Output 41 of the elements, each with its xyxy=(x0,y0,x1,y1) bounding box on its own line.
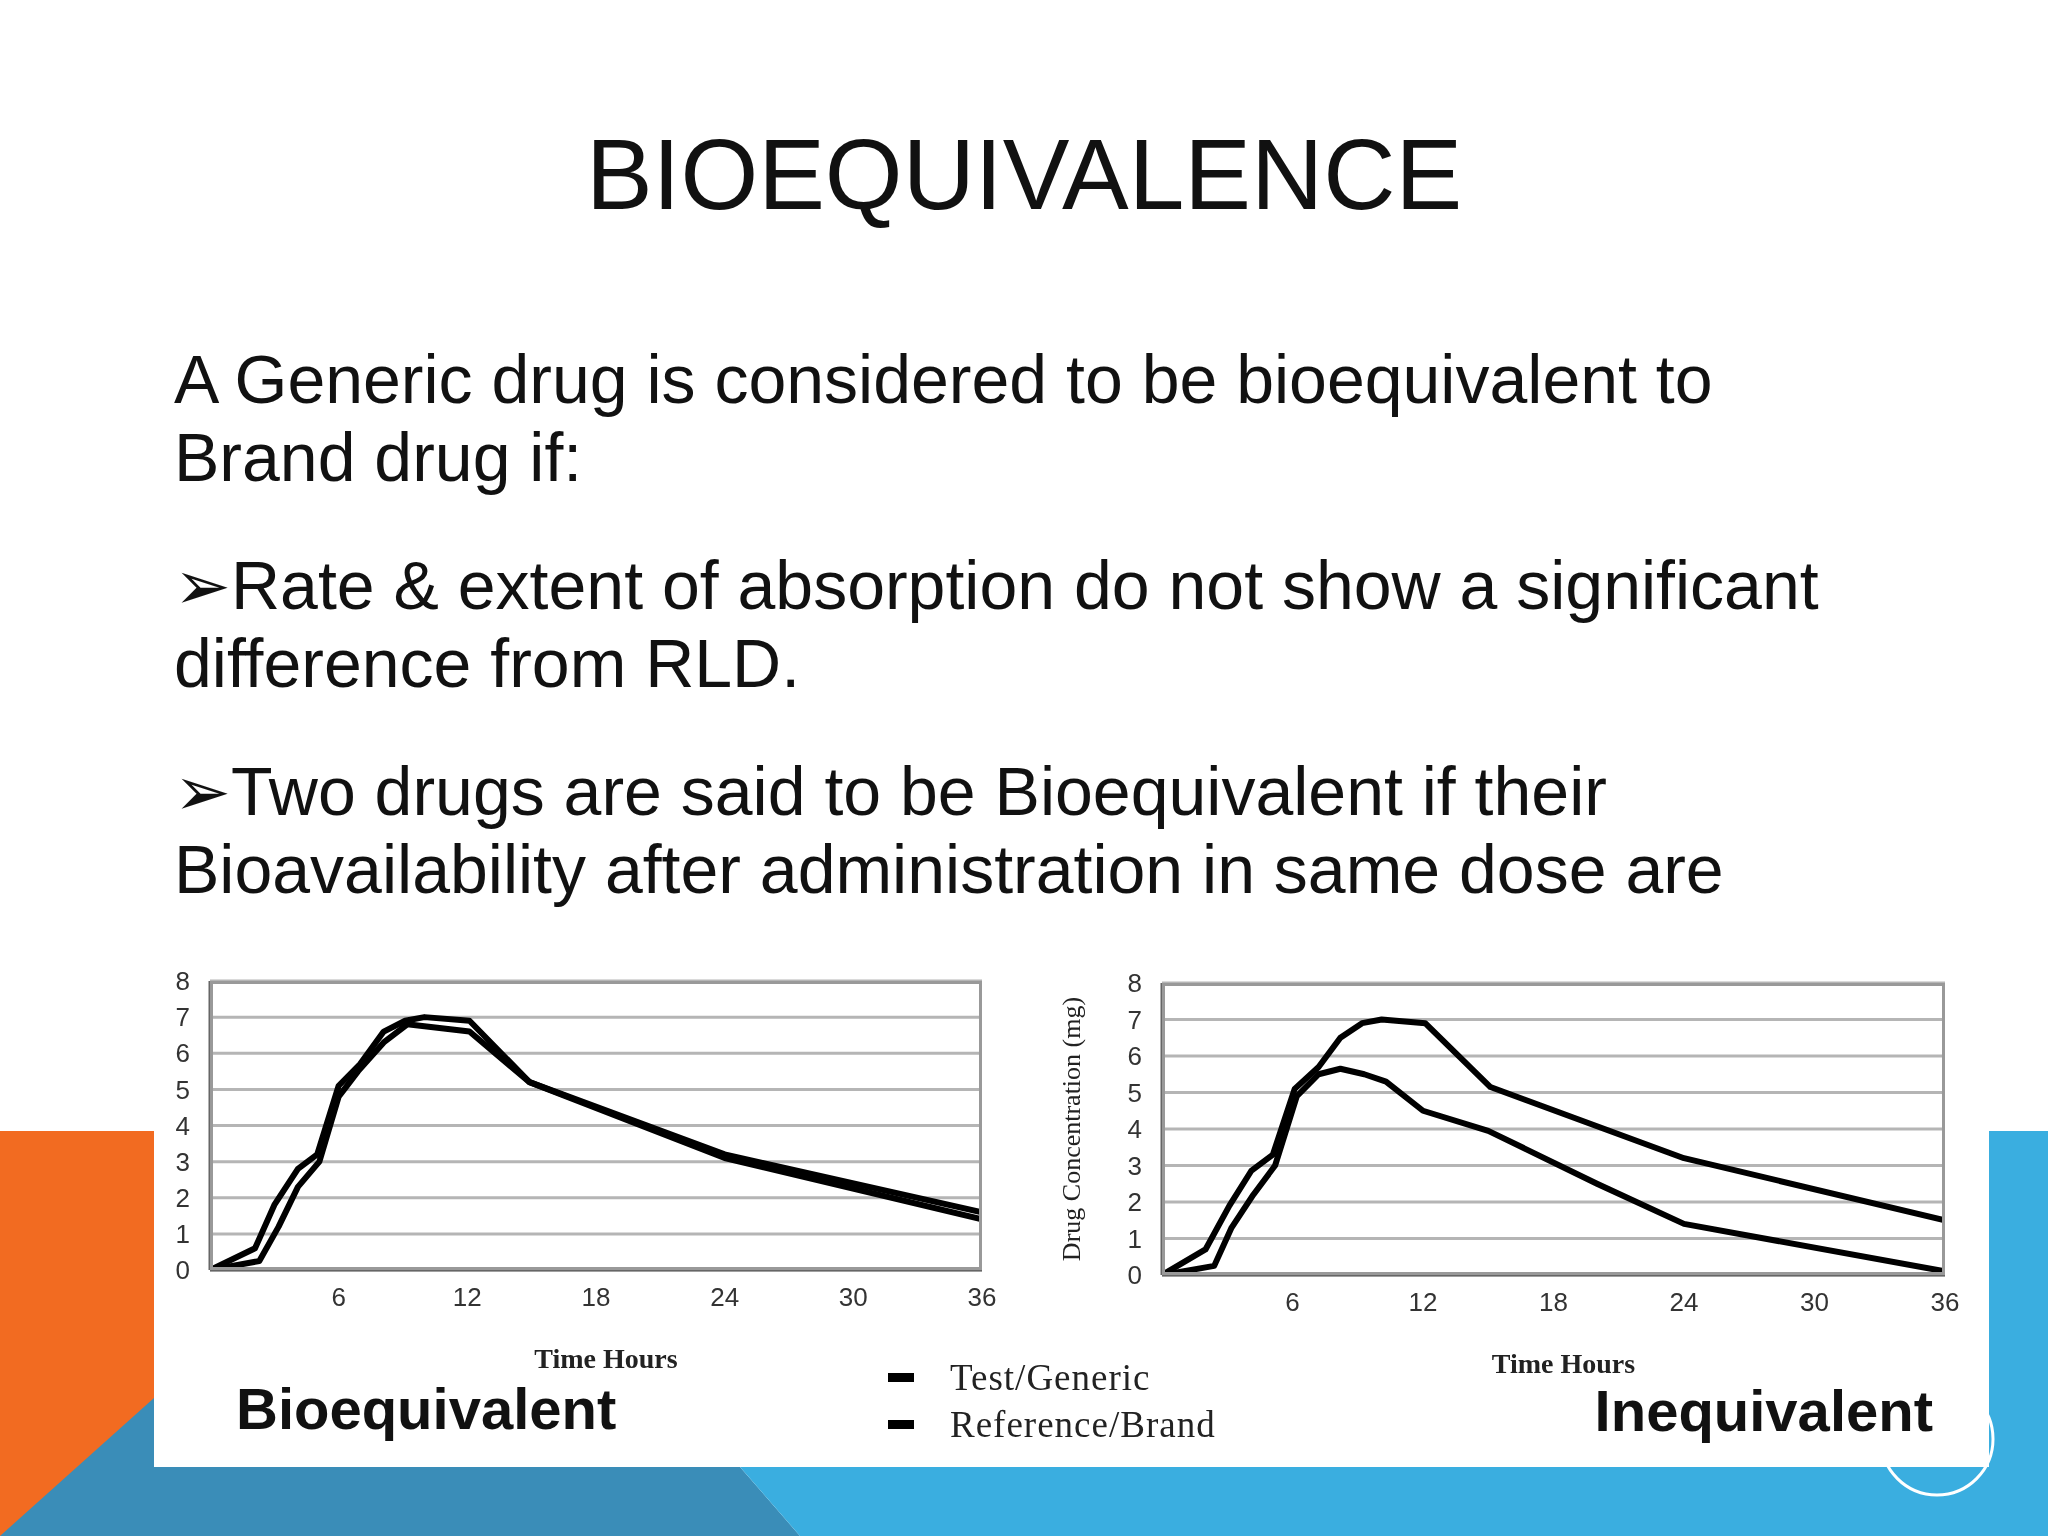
y-tick-label: 4 xyxy=(1127,1114,1142,1145)
y-tick-label: 5 xyxy=(175,1074,190,1105)
x-tick-label: 12 xyxy=(452,1282,482,1313)
text: ➢Two drugs are said to be Bioequivalent if their Bioavailability after administration in same dose are xyxy=(174,753,1724,907)
x-tick-label: 36 xyxy=(967,1282,997,1313)
y-tick-label: 2 xyxy=(175,1182,190,1213)
y-tick-label: 0 xyxy=(175,1255,190,1286)
y-tick-label: 1 xyxy=(1127,1223,1142,1254)
x-axis-title: Time Hours xyxy=(1491,1348,1636,1379)
y-tick-label: 3 xyxy=(175,1146,190,1177)
x-tick-label: 6 xyxy=(1285,1287,1300,1318)
x-tick-label: 30 xyxy=(838,1282,868,1313)
y-tick-label: 6 xyxy=(1127,1041,1142,1072)
x-tick-label: 12 xyxy=(1408,1287,1438,1318)
x-tick-label: 18 xyxy=(581,1282,611,1313)
x-tick-label: 24 xyxy=(710,1282,740,1313)
x-axis-title: Time Hours xyxy=(534,1343,678,1374)
y-tick-label: 1 xyxy=(175,1219,190,1250)
legend-label: Reference/Brand xyxy=(950,1403,1216,1446)
text: Inequivalent xyxy=(1594,1378,1933,1443)
y-tick-label: 7 xyxy=(175,1002,190,1033)
y-tick-label: 8 xyxy=(1127,968,1142,999)
legend-label: Test/Generic xyxy=(950,1356,1151,1399)
text: BIOEQUIVALENCE xyxy=(585,118,1463,230)
y-tick-label: 3 xyxy=(1127,1150,1142,1181)
y-tick-label: 5 xyxy=(1127,1077,1142,1108)
y-tick-label: 6 xyxy=(175,1038,190,1069)
y-tick-label: 4 xyxy=(175,1110,190,1141)
text: ➢Rate & extent of absorption do not show a significant difference from RLD. xyxy=(174,547,1819,701)
y-tick-label: 7 xyxy=(1127,1004,1142,1035)
x-tick-label: 36 xyxy=(1930,1287,1960,1318)
x-tick-label: 6 xyxy=(331,1282,346,1313)
y-tick-label: 0 xyxy=(1127,1260,1142,1291)
text: A Generic drug is considered to be bioequivalent to Brand drug if: xyxy=(174,341,1713,495)
y-tick-label: 2 xyxy=(1127,1187,1142,1218)
text: Bioequivalent xyxy=(236,1376,617,1441)
x-tick-label: 18 xyxy=(1539,1287,1568,1318)
y-axis-title: Drug Concentration (mg) xyxy=(1057,996,1086,1262)
x-tick-label: 30 xyxy=(1800,1287,1829,1318)
y-tick-label: 8 xyxy=(175,966,190,997)
x-tick-label: 24 xyxy=(1669,1287,1699,1318)
